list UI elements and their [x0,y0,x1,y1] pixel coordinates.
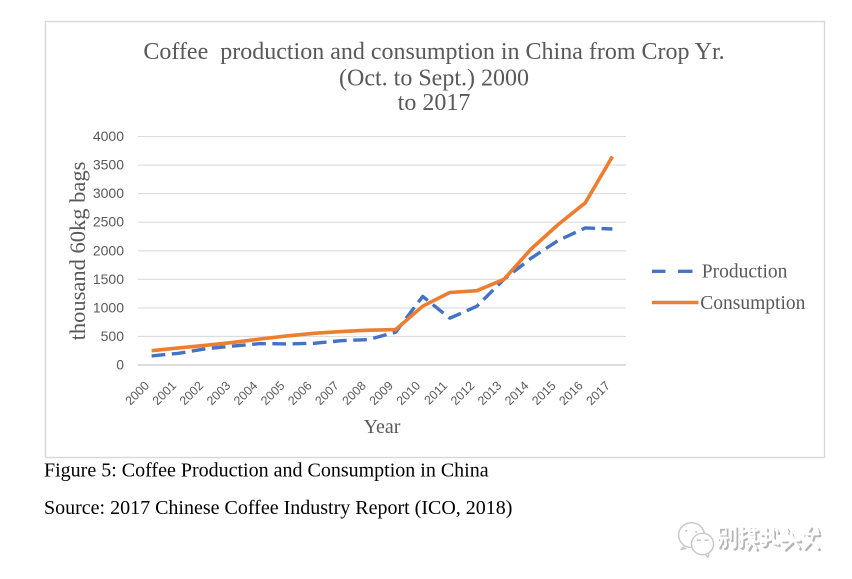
svg-text:Consumption: Consumption [700,293,805,314]
svg-text:3500: 3500 [93,157,124,173]
svg-text:(Oct. to Sept.) 2000: (Oct. to Sept.) 2000 [339,65,529,91]
svg-text:3000: 3000 [93,185,124,201]
svg-text:2500: 2500 [93,214,124,230]
svg-text:500: 500 [101,328,125,344]
svg-text:2000: 2000 [93,242,124,258]
svg-text:thousand 60kg bags: thousand 60kg bags [65,162,90,341]
svg-text:Source: 2017 Chinese Coffee In: Source: 2017 Chinese Coffee Industry Rep… [44,497,512,519]
svg-text:to 2017: to 2017 [398,90,471,116]
svg-text:1000: 1000 [93,299,124,315]
svg-text:4000: 4000 [93,128,124,144]
svg-text:Coffee production and consump: Coffee production and consumption in Chi… [143,39,724,65]
svg-text:Production: Production [702,262,788,283]
svg-text:0: 0 [116,357,124,373]
svg-text:Year: Year [364,416,401,438]
svg-text:Figure 5: Coffee Production an: Figure 5: Coffee Production and Consumpt… [44,460,489,482]
svg-text:1500: 1500 [93,271,124,287]
